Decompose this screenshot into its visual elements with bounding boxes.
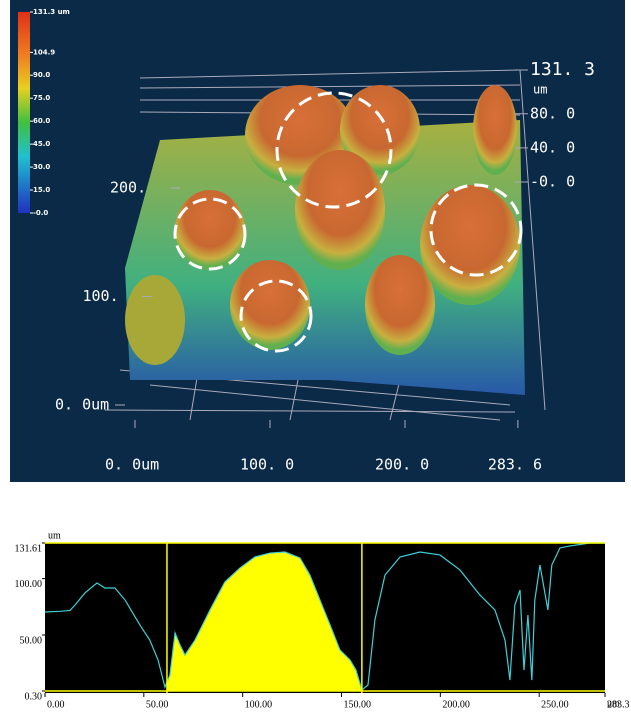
x-tick-label: 200.00 — [442, 699, 470, 710]
z-unit: um — [533, 83, 547, 97]
x-tick-label: 0.00 — [47, 699, 65, 710]
x-tick-label: 100. 0 — [240, 456, 294, 474]
x-tick-label: 0. 0um — [105, 456, 159, 474]
z-tick-label: 40. 0 — [530, 138, 575, 156]
x-tick-label: 250.00 — [541, 699, 569, 710]
z-tick-label: 80. 0 — [530, 104, 575, 122]
x-tick-label: 150.00 — [344, 699, 372, 710]
colorbar-label: 45.0 — [33, 140, 50, 148]
colorbar-label: 90.0 — [33, 71, 50, 79]
y-tick-label: 131.61 — [15, 543, 43, 554]
y-tick-label: 100.00 — [15, 579, 43, 590]
y-tick-label: 200. — [110, 179, 146, 197]
x-tick-label: 283. 6 — [488, 456, 542, 474]
y-tick-label: 100. — [83, 287, 119, 305]
x-tick-label: 100.00 — [245, 699, 273, 710]
colorbar-label: 15.0 — [33, 186, 50, 194]
y-tick-label: 0. 0um — [55, 396, 109, 414]
y-unit: um — [48, 530, 61, 541]
figure: um 131.3 um 104.9 90.0 75.0 60.0 45.0 30.0 15.0… — [0, 0, 631, 722]
surface-panel: um 131.3 um 104.9 90.0 75.0 60.0 45.0 30.0 15.0… — [10, 0, 625, 482]
z-tick-label: 131. 3 — [530, 59, 595, 80]
y-tick-label: 0.30 — [25, 691, 43, 702]
colorbar-label: 75.0 — [33, 94, 50, 102]
colorbar-label: 30.0 — [33, 163, 50, 171]
colorbar-label: 60.0 — [33, 117, 50, 125]
z-tick-label: -0. 0 — [530, 173, 575, 191]
colorbar-label: -0.0 — [33, 209, 48, 217]
colorbar-label: 131.3 um — [33, 8, 70, 16]
y-tick-label: 50.00 — [20, 635, 43, 646]
x-tick-label: 50.00 — [146, 699, 169, 710]
x-tick-label: 283.3 — [607, 699, 630, 710]
colorbar-label: 104.9 — [33, 48, 55, 56]
page: um 131.3 um 104.9 90.0 75.0 60.0 45.0 30.0 15.0… — [0, 0, 631, 722]
x-tick-label: 200. 0 — [375, 456, 429, 474]
colorbar — [18, 12, 30, 213]
